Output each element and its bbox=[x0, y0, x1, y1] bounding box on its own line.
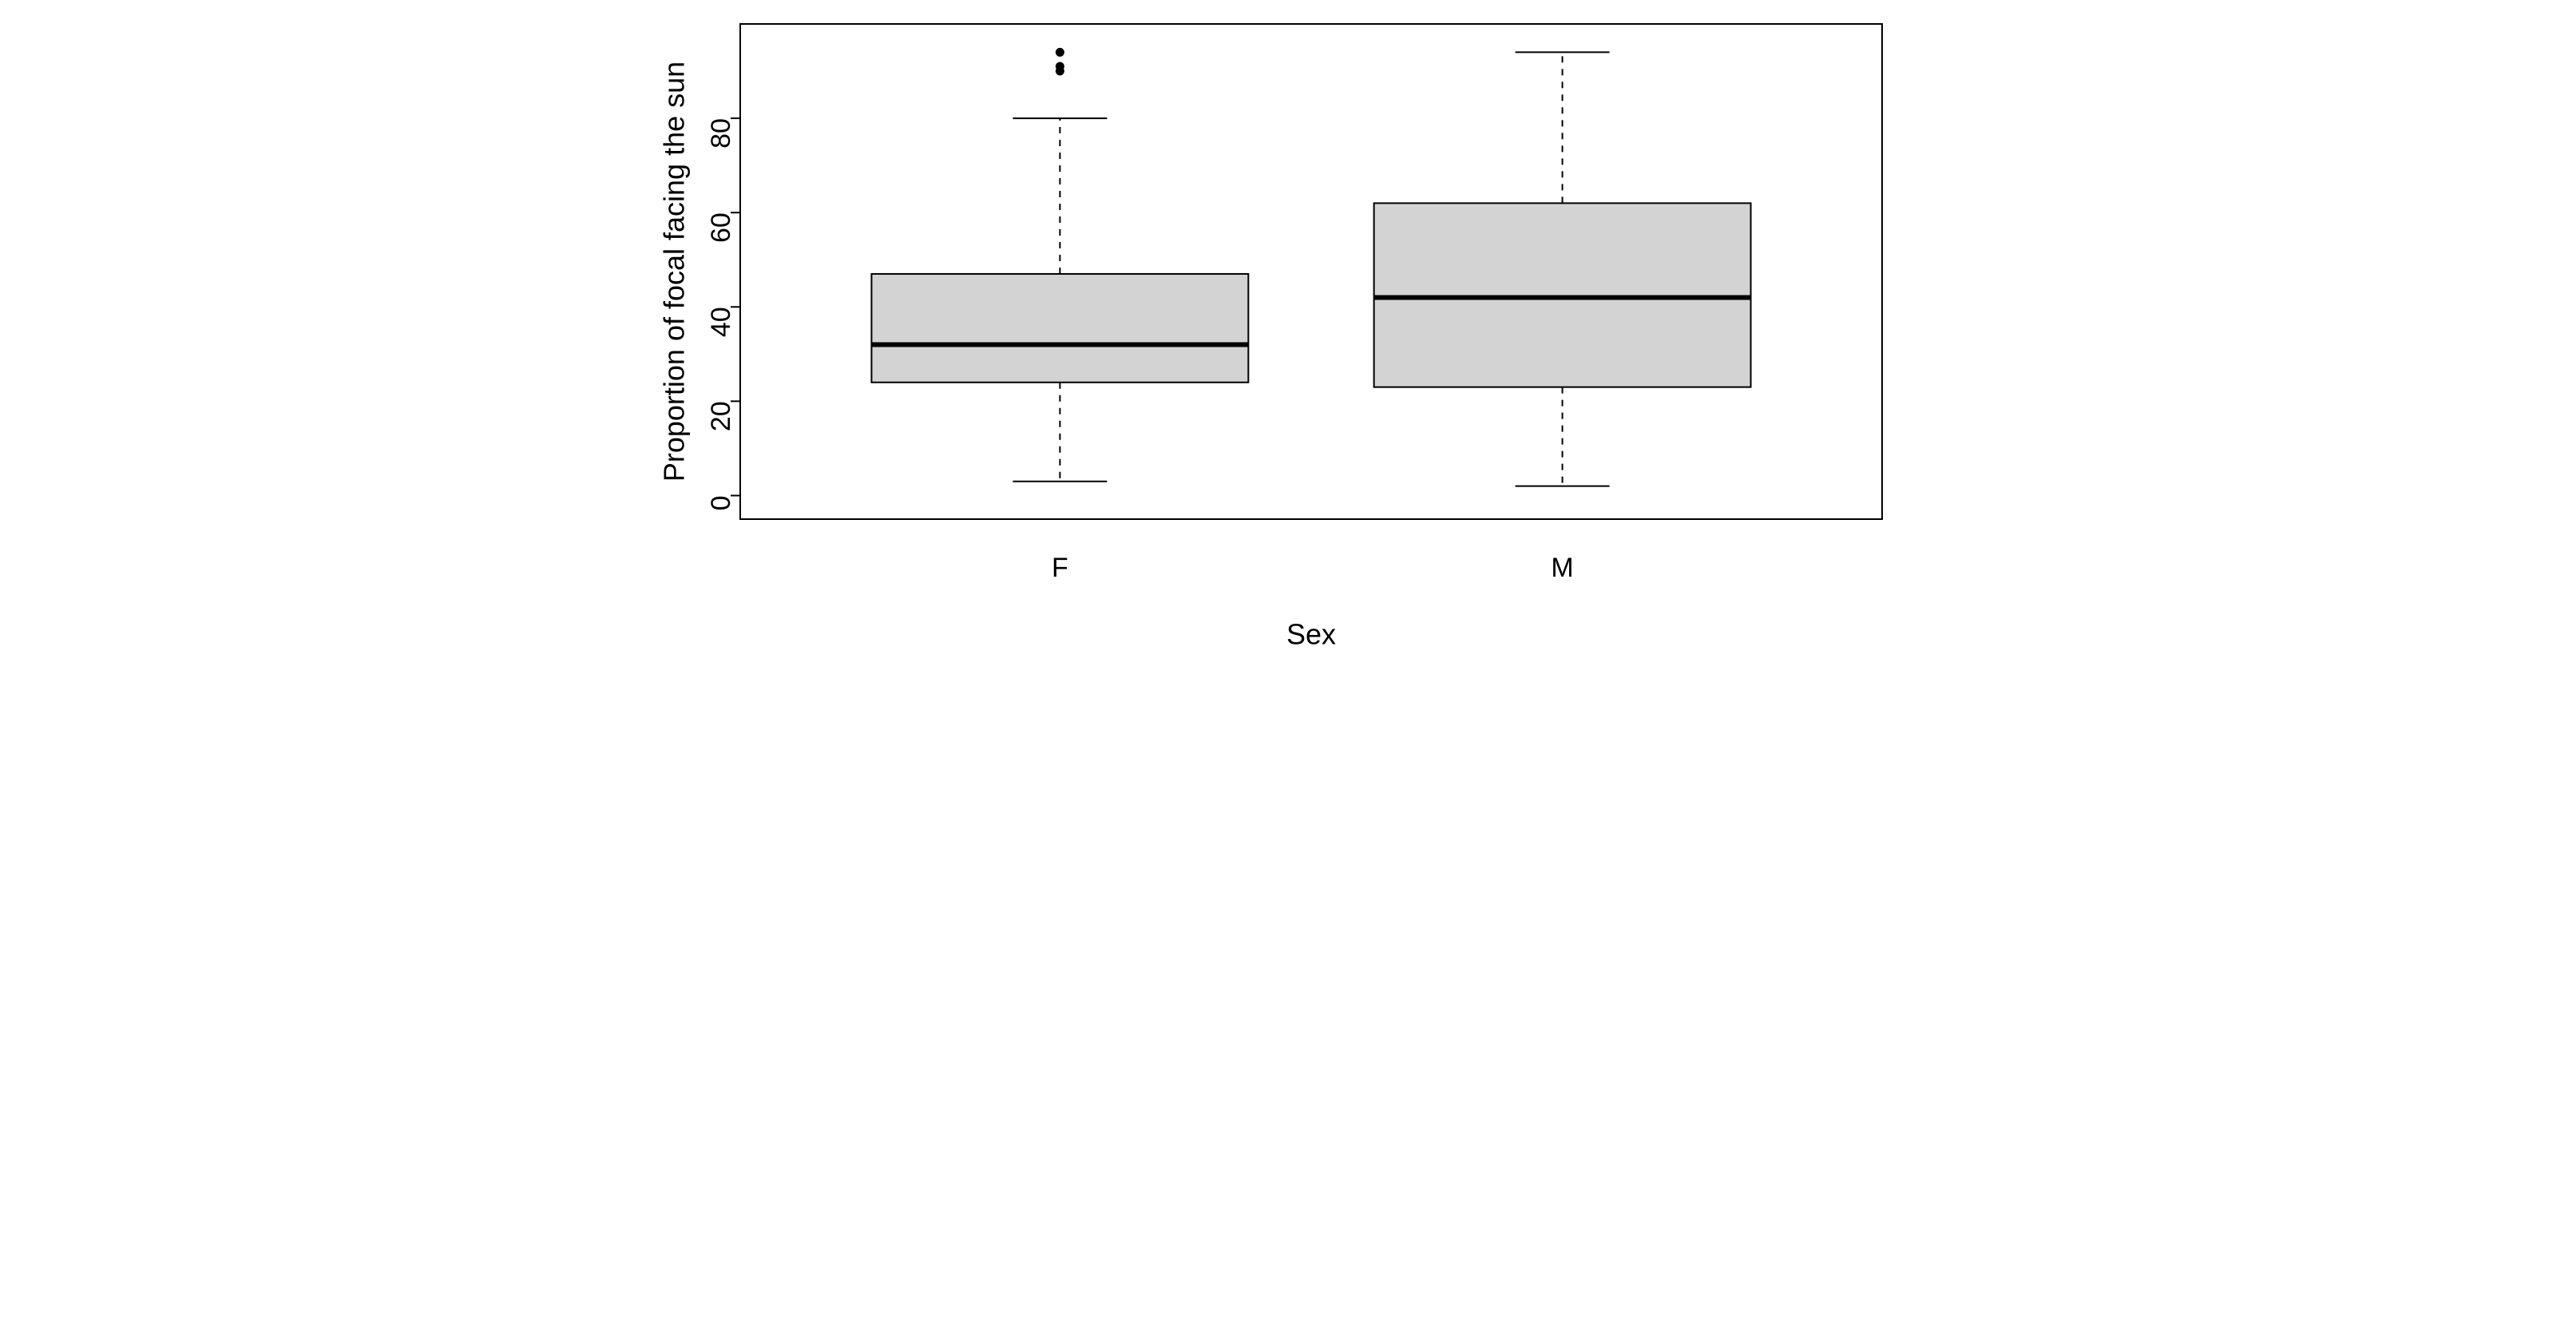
y-tick-label: 60 bbox=[705, 212, 735, 243]
outlier-point bbox=[1055, 48, 1064, 57]
x-axis-label: Sex bbox=[1286, 617, 1335, 650]
y-tick-label: 40 bbox=[705, 307, 735, 337]
boxplot-svg: 0 20 40 60 80 Proportion of focal facing the … bbox=[644, 0, 1932, 660]
x-tick-label: M bbox=[1551, 553, 1573, 583]
y-tick-label: 20 bbox=[705, 401, 735, 431]
box bbox=[871, 274, 1248, 383]
y-axis-label: Proportion of focal facing the sun bbox=[657, 61, 690, 482]
y-tick-label: 0 bbox=[705, 495, 735, 510]
x-tick-label: F bbox=[1052, 553, 1068, 583]
boxplot-chart: 0 20 40 60 80 Proportion of focal facing the … bbox=[0, 0, 2576, 660]
outlier-point bbox=[1055, 62, 1064, 71]
y-tick-label: 80 bbox=[705, 118, 735, 149]
